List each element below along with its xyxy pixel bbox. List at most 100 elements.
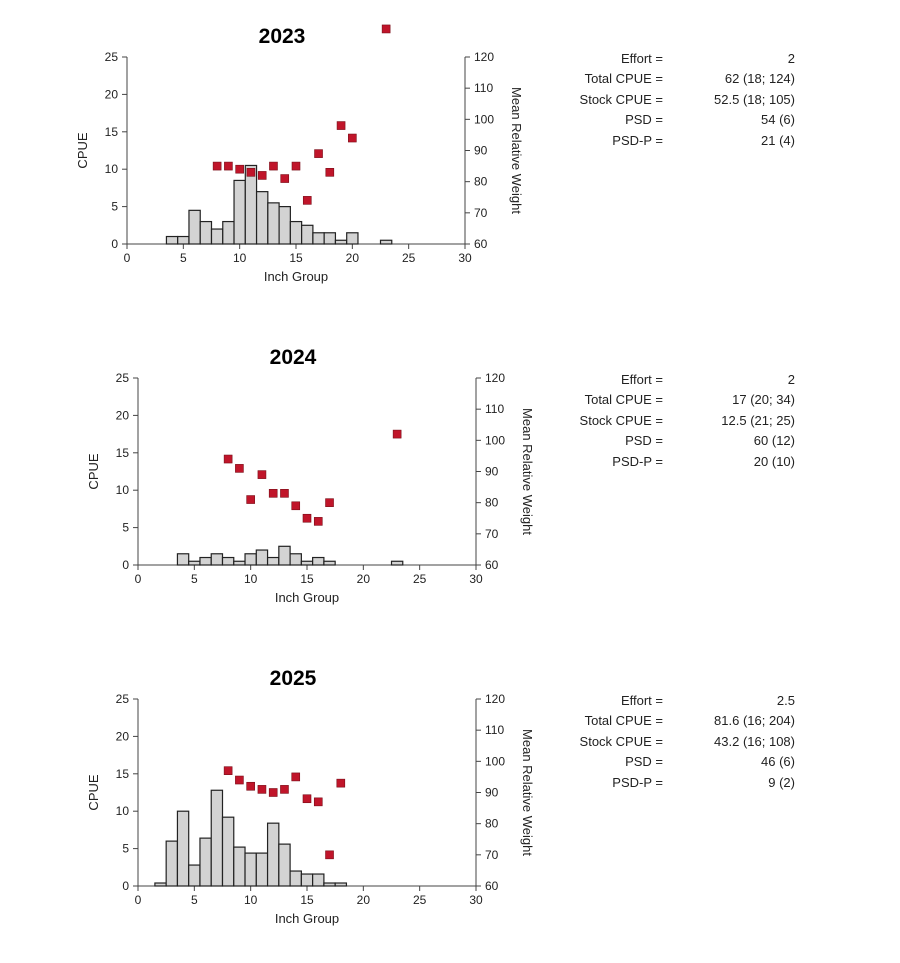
chart: 2024 0 5 10 15 20 25 30 0 5 10 15 20 25 60 70 80 90 100 110… [86, 346, 535, 605]
y-tick-label: 25 [116, 371, 130, 385]
relative-weight-point [223, 454, 233, 464]
y-tick-label: 0 [122, 879, 129, 893]
x-tick-label: 20 [357, 893, 371, 907]
y2-tick-label: 80 [485, 817, 499, 831]
cpue-bar [199, 837, 212, 887]
relative-weight-point [336, 778, 346, 788]
x-tick-label: 5 [191, 893, 198, 907]
chart-panel-2023: 2023 0 5 10 15 20 25 30 0 5 10 15 20 25 60 70 80 90 100 110… [0, 0, 900, 321]
relative-weight-point [257, 171, 267, 180]
stats-row: Effort = 2 [560, 48, 795, 69]
relative-weight-point [348, 133, 357, 143]
cpue-bar [233, 179, 246, 245]
cpue-bar [278, 545, 291, 566]
stats-row: PSD = 54 (6) [560, 110, 795, 131]
x-tick-label: 15 [289, 251, 303, 265]
relative-weight-point [336, 121, 346, 130]
stats-row: Total CPUE = 81.6 (16; 204) [560, 711, 795, 732]
chart-title: 2023 [259, 25, 306, 48]
relative-weight-point [269, 161, 278, 171]
relative-weight-point [325, 850, 334, 860]
cpue-bar [210, 553, 224, 566]
stat-label: Total CPUE = [584, 392, 663, 408]
x-tick-label: 15 [300, 572, 314, 586]
relative-weight-point [280, 785, 289, 794]
cpue-bar [266, 822, 280, 887]
x-tick-label: 25 [413, 572, 427, 586]
y2-tick-label: 60 [485, 879, 499, 893]
relative-weight-point [381, 24, 391, 34]
cpue-bar [289, 220, 303, 245]
cpue-bar [210, 789, 224, 887]
stat-value: 81.6 (16; 204) [714, 713, 795, 729]
y2-tick-label: 100 [485, 433, 505, 447]
cpue-bar [176, 810, 190, 887]
y-tick-label: 5 [122, 521, 129, 535]
y2-axis-label: Mean Relative Weight [509, 87, 524, 214]
stats-row: Stock CPUE = 52.5 (18; 105) [560, 89, 795, 110]
relative-weight-point [325, 168, 335, 177]
stat-label: Stock CPUE = [579, 91, 663, 107]
y-axis-label: CPUE [86, 774, 101, 810]
relative-weight-point [313, 797, 323, 807]
y-axis-label: CPUE [86, 453, 101, 489]
stats-row: PSD-P = 21 (4) [560, 130, 795, 151]
stat-label: Stock CPUE = [579, 733, 663, 749]
stat-value: 54 (6) [761, 112, 795, 128]
cpue-bar [300, 873, 314, 887]
chart-title: 2024 [270, 346, 317, 369]
stat-label: Effort = [620, 692, 663, 708]
cpue-bar [165, 840, 179, 887]
stat-value: 20 (10) [753, 453, 795, 469]
relative-weight-point [280, 489, 289, 498]
x-tick-label: 10 [244, 572, 258, 586]
cpue-bar [278, 206, 291, 245]
stat-value: 46 (6) [761, 754, 795, 770]
relative-weight-point [302, 794, 312, 804]
stats-row: Stock CPUE = 43.2 (16; 108) [560, 731, 795, 752]
x-tick-label: 30 [458, 251, 472, 265]
cpue-bar [244, 164, 258, 245]
y-tick-label: 5 [122, 842, 129, 856]
y-axis-label: CPUE [75, 132, 90, 168]
y-tick-label: 5 [111, 200, 118, 214]
cpue-bar [278, 843, 291, 887]
cpue-bar [323, 882, 336, 887]
y-tick-label: 0 [111, 237, 118, 251]
cpue-bar [267, 202, 280, 245]
cpue-bar [334, 882, 348, 887]
x-tick-label: 20 [357, 572, 371, 586]
cpue-bar [199, 220, 213, 245]
cpue-bar [188, 560, 201, 566]
stats-row: PSD = 60 (12) [560, 431, 795, 452]
y2-tick-label: 80 [474, 175, 488, 189]
stat-value: 60 (12) [753, 433, 795, 449]
stat-value: 21 (4) [761, 132, 795, 148]
cpue-bar [346, 232, 359, 245]
stat-label: Effort = [620, 50, 663, 66]
y2-tick-label: 110 [485, 723, 504, 737]
stats-table: Effort = 2.5 Total CPUE = 81.6 (16; 204) Sto… [560, 690, 795, 793]
relative-weight-point [235, 775, 244, 785]
y2-tick-label: 80 [485, 496, 499, 510]
stat-label: Effort = [620, 371, 663, 387]
stat-label: Total CPUE = [584, 71, 663, 87]
relative-weight-point [212, 161, 222, 171]
stat-label: PSD = [625, 754, 663, 770]
x-axis-label: Inch Group [275, 911, 339, 926]
relative-weight-point [235, 164, 244, 174]
x-tick-label: 15 [300, 893, 314, 907]
relative-weight-point [257, 470, 267, 479]
relative-weight-point [302, 196, 312, 205]
relative-weight-point [246, 495, 255, 504]
x-tick-label: 20 [346, 251, 360, 265]
y2-tick-label: 60 [474, 237, 488, 251]
relative-weight-point [235, 464, 244, 473]
cpue-bar [255, 549, 269, 566]
cpue-bar [222, 220, 235, 245]
stats-row: Effort = 2.5 [560, 690, 795, 711]
x-tick-label: 5 [180, 251, 187, 265]
x-tick-label: 30 [469, 893, 483, 907]
relative-weight-point [223, 766, 233, 775]
cpue-bar [165, 235, 179, 245]
